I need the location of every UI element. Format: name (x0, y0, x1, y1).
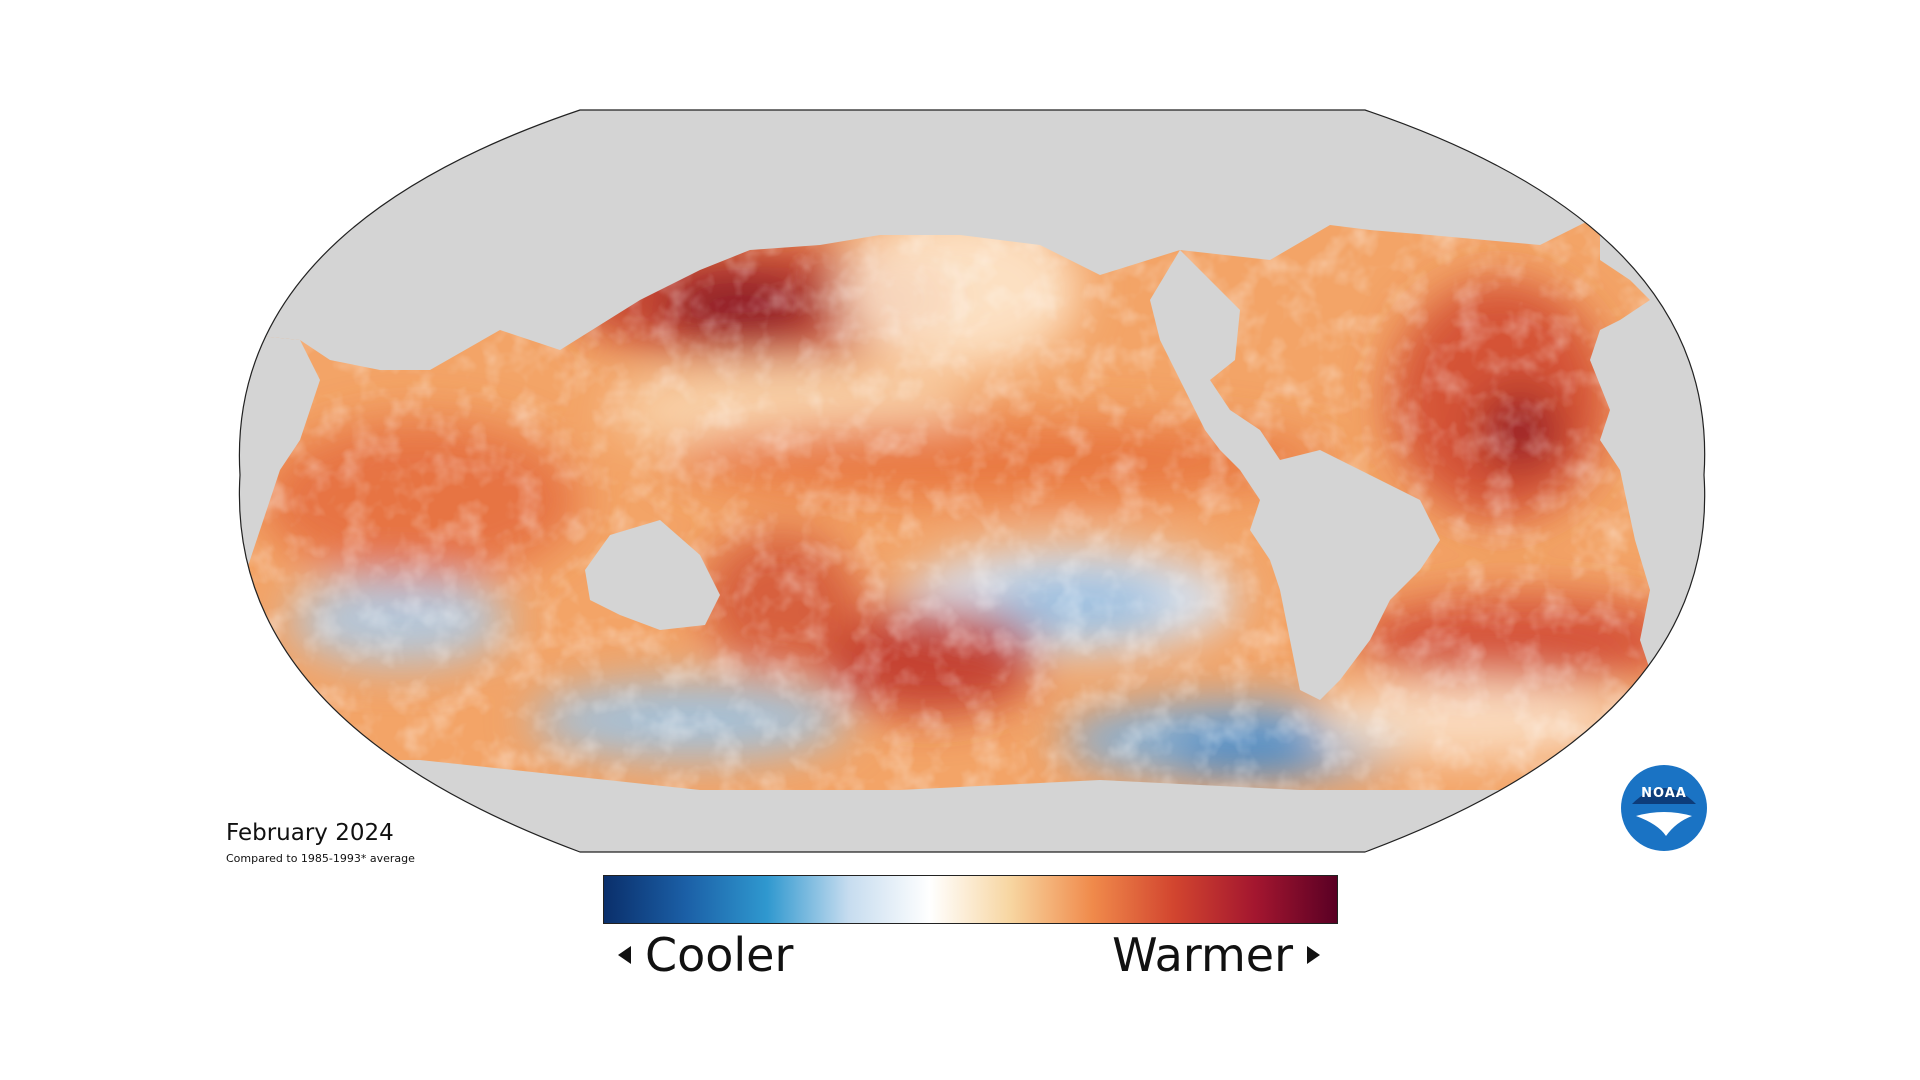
land-australia (585, 520, 720, 630)
legend-warmer: Warmer (1112, 928, 1320, 982)
land-asia (239, 330, 320, 640)
noaa-logo: NOAA (1621, 765, 1707, 851)
land (239, 110, 1705, 852)
map-title: February 2024 (226, 820, 394, 846)
legend-cooler-label: Cooler (645, 928, 794, 982)
land-antarctica (239, 760, 1705, 852)
legend-cooler: Cooler (618, 928, 793, 982)
globe (239, 110, 1705, 852)
arrow-left-icon (618, 946, 631, 964)
legend-warmer-label: Warmer (1112, 928, 1293, 982)
map-subtitle: Compared to 1985-1993* average (226, 852, 415, 865)
colorbar (603, 875, 1338, 924)
arrow-right-icon (1307, 946, 1320, 964)
globe-outline (238, 109, 1706, 853)
logo-text: NOAA (1641, 786, 1687, 801)
land-arctic (239, 110, 1705, 370)
land-americas (1150, 250, 1440, 700)
